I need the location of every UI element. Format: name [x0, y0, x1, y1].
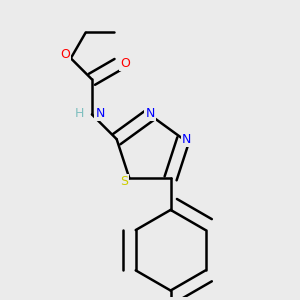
- Text: H: H: [75, 107, 84, 120]
- Text: O: O: [61, 48, 70, 61]
- Text: N: N: [95, 107, 105, 120]
- Text: N: N: [182, 133, 191, 146]
- Text: S: S: [120, 176, 128, 188]
- Text: O: O: [121, 57, 130, 70]
- Text: N: N: [145, 107, 155, 120]
